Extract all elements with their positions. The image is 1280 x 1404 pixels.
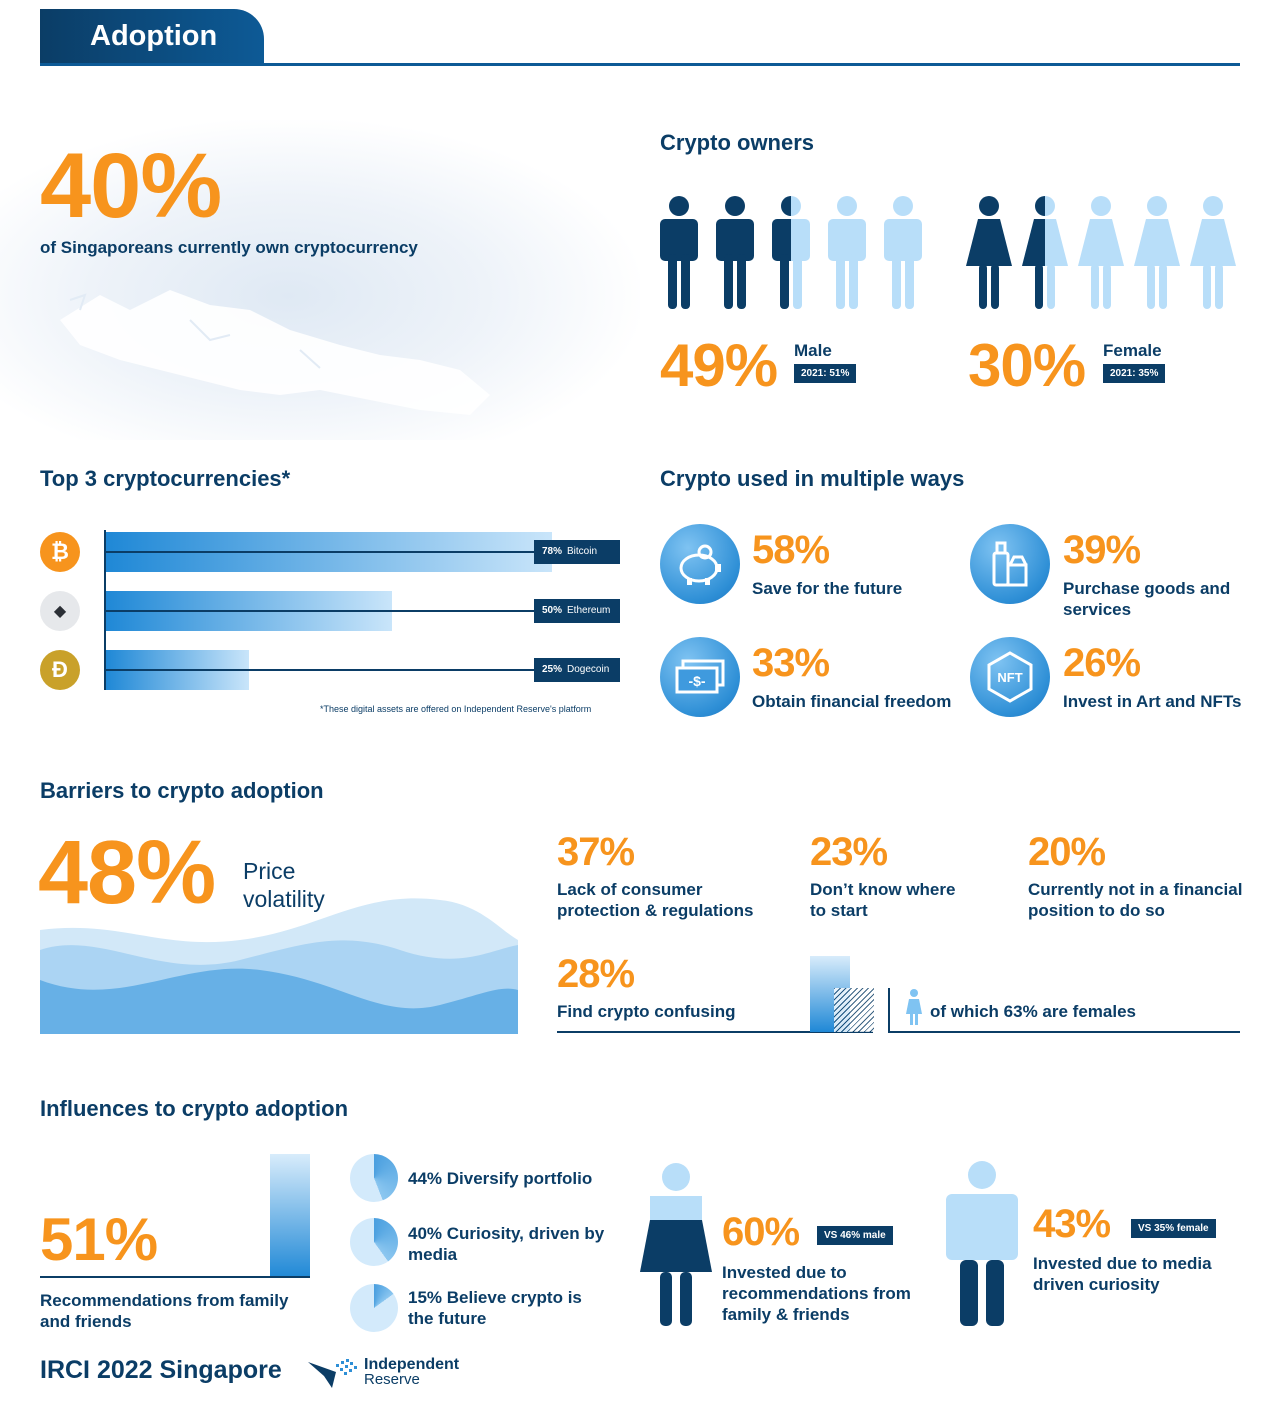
use-freedom-percent: 33% bbox=[752, 641, 830, 685]
female-person-icon bbox=[966, 196, 1012, 309]
footer-title: IRCI 2022 Singapore bbox=[40, 1356, 282, 1384]
female-note-text: of which 63% are females bbox=[930, 1002, 1136, 1021]
crypto-label-dogecoin: 25% Dogecoin bbox=[534, 658, 620, 682]
shopping-bottles-icon bbox=[970, 524, 1050, 604]
pie-diversify bbox=[350, 1154, 398, 1202]
reason-future: 15% Believe crypto is the future bbox=[408, 1288, 582, 1328]
influences-title: Influences to crypto adoption bbox=[40, 1096, 349, 1121]
influence-underline bbox=[40, 1276, 310, 1278]
female-2021-badge: 2021: 35% bbox=[1103, 364, 1166, 383]
independent-reserve-logo-icon bbox=[308, 1359, 357, 1388]
female-person-icon bbox=[1190, 196, 1236, 309]
page-title: Adoption bbox=[90, 20, 218, 52]
male-percent: 49% bbox=[660, 332, 778, 399]
recommendation-bar bbox=[270, 1154, 310, 1278]
top-crypto-title: Top 3 cryptocurrencies* bbox=[40, 466, 291, 491]
female-influence-label: Invested due to recommendations from fam… bbox=[722, 1263, 911, 1324]
barrier-main-percent: 48% bbox=[38, 823, 216, 923]
ownership-description: of Singaporeans currently own cryptocurr… bbox=[40, 238, 418, 257]
crypto-footnote: *These digital assets are offered on Ind… bbox=[320, 704, 592, 714]
barrier-underline bbox=[557, 1031, 873, 1033]
crypto-uses-title: Crypto used in multiple ways bbox=[660, 466, 965, 491]
female-share-hatch bbox=[834, 988, 874, 1032]
male-influence-percent: 43% bbox=[1033, 1202, 1111, 1246]
crypto-bar-name: Ethereum bbox=[567, 605, 611, 616]
male-figures-row bbox=[660, 196, 922, 309]
male-influence-label: Invested due to media driven curiosity bbox=[1033, 1254, 1212, 1294]
nft-icon-text: NFT bbox=[997, 670, 1022, 685]
piggy-bank-icon bbox=[660, 524, 740, 604]
crypto-bar-value: 50% bbox=[542, 605, 563, 616]
crypto-bar-value: 25% bbox=[542, 664, 563, 675]
use-save-percent: 58% bbox=[752, 528, 830, 572]
crypto-bar-name: Bitcoin bbox=[567, 546, 598, 557]
female-figure-large bbox=[640, 1163, 712, 1326]
male-person-icon bbox=[716, 196, 754, 309]
barrier-regulation-label: Lack of consumer protection & regulation… bbox=[557, 880, 754, 920]
barrier-confusing-percent: 28% bbox=[557, 952, 635, 996]
male-person-icon bbox=[772, 196, 810, 309]
male-label: Male bbox=[794, 341, 832, 360]
barrier-financial-percent: 20% bbox=[1028, 830, 1106, 874]
male-influence-badge: VS 35% female bbox=[1131, 1219, 1216, 1238]
influence-main-label: Recommendations from family and friends bbox=[40, 1291, 289, 1331]
barrier-regulation-percent: 37% bbox=[557, 830, 635, 874]
use-purchase-percent: 39% bbox=[1063, 528, 1141, 572]
male-person-icon bbox=[828, 196, 866, 309]
volatility-wave-graphic bbox=[40, 898, 518, 1034]
brand-line-2: Reserve bbox=[364, 1371, 420, 1388]
crypto-bar-value: 78% bbox=[542, 546, 563, 557]
crypto-leader-line bbox=[106, 551, 534, 553]
crypto-leader-line bbox=[106, 669, 534, 671]
singapore-map-outline bbox=[60, 290, 490, 415]
bar-axis bbox=[104, 530, 106, 690]
female-person-icon bbox=[1134, 196, 1180, 309]
male-person-icon bbox=[660, 196, 698, 309]
dogecoin-icon: Ð bbox=[40, 650, 80, 690]
header-divider bbox=[40, 63, 1240, 66]
female-person-icon bbox=[1078, 196, 1124, 309]
barrier-financial-label: Currently not in a financial position to… bbox=[1028, 880, 1243, 920]
use-nft-label: Invest in Art and NFTs bbox=[1063, 692, 1242, 711]
female-note-divider bbox=[888, 988, 890, 1032]
svg-text:-$-: -$- bbox=[688, 673, 705, 689]
brand-line-1: Independent bbox=[364, 1356, 460, 1373]
female-percent: 30% bbox=[968, 332, 1086, 399]
cash-icon: -$- bbox=[660, 637, 740, 717]
crypto-owners-title: Crypto owners bbox=[660, 130, 815, 155]
crypto-leader-line bbox=[106, 610, 534, 612]
male-figure-large bbox=[946, 1161, 1018, 1326]
crypto-label-ethereum: 50% Ethereum bbox=[534, 599, 620, 623]
crypto-bar-name: Dogecoin bbox=[567, 664, 610, 675]
ethereum-icon: ◆ bbox=[40, 591, 80, 631]
barrier-confusing-label: Find crypto confusing bbox=[557, 1002, 736, 1021]
barrier-main-label: Price volatility bbox=[243, 858, 325, 912]
female-person-icon bbox=[1022, 196, 1068, 309]
use-nft-percent: 26% bbox=[1063, 641, 1141, 685]
bitcoin-icon: ₿ bbox=[40, 532, 80, 572]
female-influence-badge: VS 46% male bbox=[817, 1226, 893, 1245]
male-2021-badge: 2021: 51% bbox=[794, 364, 857, 383]
barrier-start-label: Don’t know where to start bbox=[810, 880, 956, 920]
female-figures-row bbox=[966, 196, 1236, 309]
crypto-label-bitcoin: 78% Bitcoin bbox=[534, 540, 620, 564]
nft-icon: NFT bbox=[970, 637, 1050, 717]
pie-curiosity bbox=[350, 1218, 398, 1266]
header-tab bbox=[40, 9, 264, 65]
use-save-label: Save for the future bbox=[752, 579, 903, 598]
female-small-icon bbox=[906, 989, 922, 1025]
female-label: Female bbox=[1103, 341, 1162, 360]
use-purchase-label: Purchase goods and services bbox=[1063, 579, 1231, 619]
female-note-underline bbox=[888, 1031, 1240, 1033]
reason-curiosity: 40% Curiosity, driven by media bbox=[408, 1224, 605, 1264]
pie-future bbox=[350, 1284, 398, 1332]
male-person-icon bbox=[884, 196, 922, 309]
barriers-title: Barriers to crypto adoption bbox=[40, 778, 324, 803]
reason-diversify: 44% Diversify portfolio bbox=[408, 1169, 593, 1188]
influence-main-percent: 51% bbox=[40, 1206, 158, 1273]
ownership-percent: 40% bbox=[40, 135, 222, 237]
barrier-start-percent: 23% bbox=[810, 830, 888, 874]
use-freedom-label: Obtain financial freedom bbox=[752, 692, 952, 711]
female-influence-percent: 60% bbox=[722, 1210, 800, 1254]
